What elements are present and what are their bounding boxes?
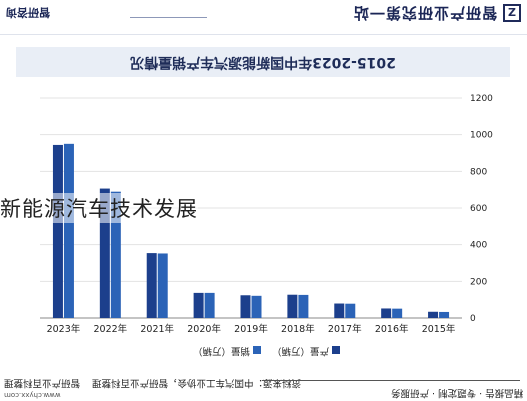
footer-services: 精品报告 · 专题定制 · 产研服务 xyxy=(390,387,523,398)
bar-sales xyxy=(392,308,403,318)
bar-production xyxy=(428,311,439,318)
bar-production xyxy=(381,308,392,318)
x-category-label: 2018年 xyxy=(281,323,315,335)
footer-divider xyxy=(262,380,520,381)
x-category-label: 2021年 xyxy=(140,323,174,335)
footer-brand: 智研产业百科整理 xyxy=(4,377,81,388)
bar-production xyxy=(240,295,251,318)
header-divider xyxy=(130,17,207,18)
x-category-label: 2020年 xyxy=(187,323,221,335)
y-tick-label: 800 xyxy=(470,167,487,177)
bar-sales xyxy=(157,253,168,318)
y-tick-label: 600 xyxy=(470,204,487,214)
chart-legend: 产量（万辆） 销量（万辆） xyxy=(178,345,348,359)
y-tick-label: 0 xyxy=(470,314,476,324)
bar-sales xyxy=(298,294,309,318)
x-category-label: 2019年 xyxy=(234,323,268,335)
bar-sales xyxy=(63,143,74,318)
legend-label-production: 产量（万辆） xyxy=(271,345,329,356)
title-banner: 2015-2023年中国新能源汽车产销量情况 xyxy=(16,47,510,77)
bar-sales xyxy=(110,191,121,318)
bar-production xyxy=(334,303,345,318)
footer-url: www.chyxx.com xyxy=(4,391,61,399)
x-category-label: 2016年 xyxy=(375,323,409,335)
bar-production xyxy=(287,294,298,318)
bar-sales xyxy=(204,292,215,318)
x-category-label: 2015年 xyxy=(422,323,456,335)
bar-production xyxy=(99,188,110,318)
bar-sales xyxy=(345,303,356,318)
y-tick-label: 200 xyxy=(470,277,487,287)
page-header: Z 智研产业研究第一站 智研咨询 xyxy=(0,0,527,32)
x-category-label: 2022年 xyxy=(93,323,127,335)
y-tick-label: 400 xyxy=(470,241,487,251)
legend-swatch-production xyxy=(332,346,340,355)
x-category-label: 2017年 xyxy=(328,323,362,335)
bar-production xyxy=(193,292,204,318)
legend-swatch-sales xyxy=(252,346,261,355)
legend-label-sales: 销量（万辆） xyxy=(192,345,250,356)
x-category-label: 2023年 xyxy=(47,323,81,335)
bar-chart: 0 200 400 600 800 1000 1200 2023年 2022年 2021年 2020… xyxy=(40,94,493,335)
header-rule xyxy=(0,34,527,35)
overlay-caption: 新能源汽车技术发展 xyxy=(0,193,198,223)
page-footer xyxy=(0,372,527,400)
brand-logo: Z xyxy=(503,4,521,22)
y-tick-label: 1200 xyxy=(470,94,493,104)
y-tick-label: 1000 xyxy=(470,131,493,141)
bar-production xyxy=(52,144,63,318)
bar-production xyxy=(146,253,157,318)
logo-letter: Z xyxy=(508,6,516,19)
bar-sales xyxy=(439,311,450,318)
bar-sales xyxy=(251,295,262,318)
